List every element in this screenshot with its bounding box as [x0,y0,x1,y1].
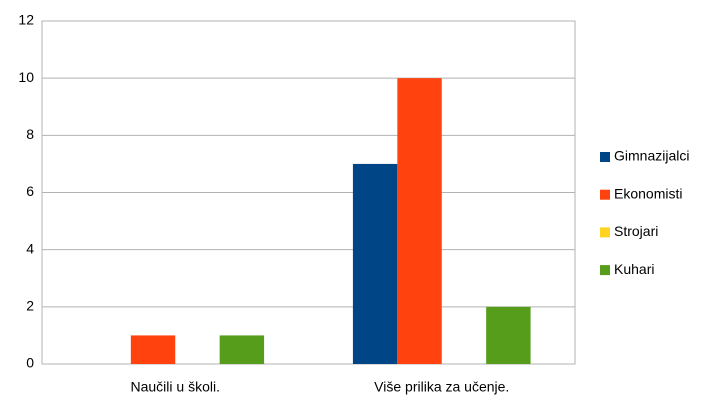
legend-label: Gimnazijalci [614,148,689,164]
legend-label: Strojari [614,223,658,239]
plot-area [41,20,576,365]
y-tick-label: 4 [26,240,34,256]
legend-swatch [600,227,610,238]
bar [397,78,442,365]
legend-swatch [600,189,610,200]
y-tick-label: 8 [26,126,34,142]
legend-label: Ekonomisti [614,185,682,201]
y-tick-label: 0 [26,355,34,371]
legend-swatch [600,152,610,162]
bar [130,335,176,364]
y-tick-label: 2 [26,298,34,314]
legend-swatch [600,265,610,276]
bar [486,306,531,364]
y-tick-label: 6 [26,183,34,199]
x-tick-label: Naučili u školi. [131,379,220,395]
legend-label: Kuhari [614,261,654,277]
y-tick-label: 10 [18,69,34,85]
y-tick-label: 12 [18,12,34,28]
bar [352,163,398,364]
bar [219,335,265,364]
x-tick-label: Više prilika za učenje. [374,379,509,395]
